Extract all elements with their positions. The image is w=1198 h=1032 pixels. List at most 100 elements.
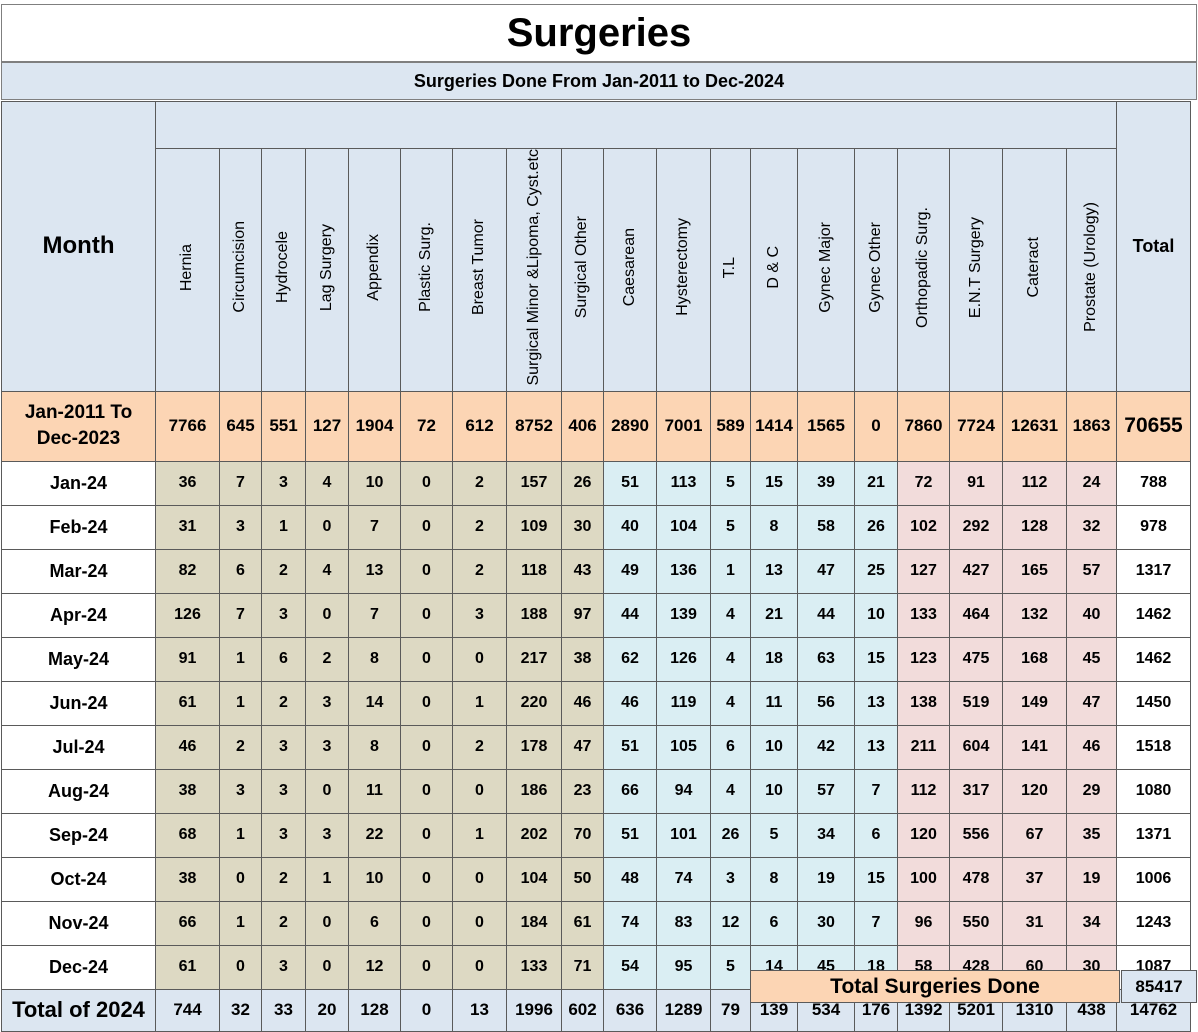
- previous-prostate-urology: 1863: [1066, 390, 1117, 462]
- previous-d-c: 1414: [750, 390, 798, 462]
- cell-e-n-t-surgery: 478: [949, 856, 1003, 902]
- cell-t-l: 5: [710, 460, 751, 506]
- cell-t-l: 5: [710, 944, 751, 990]
- cell-t-l: 26: [710, 812, 751, 858]
- cell-gynec-other: 25: [854, 548, 898, 594]
- cell-cateract: 132: [1002, 592, 1067, 638]
- cell-circumcision: 7: [219, 460, 262, 506]
- cell-d-c: 8: [750, 856, 798, 902]
- cell-surgical-minor-lipoma-cyst-etc: 104: [506, 856, 562, 902]
- column-header-label: Prostate (Urology): [1082, 202, 1100, 333]
- cell-cateract: 128: [1002, 504, 1067, 550]
- cell-d-c: 18: [750, 636, 798, 682]
- cell-e-n-t-surgery: 427: [949, 548, 1003, 594]
- cell-plastic-surg: 0: [400, 548, 453, 594]
- total-header: Total: [1116, 101, 1191, 392]
- cell-t-l: 3: [710, 856, 751, 902]
- column-header-hernia: Hernia: [155, 148, 220, 392]
- cell-hydrocele: 3: [261, 812, 306, 858]
- cell-appendix: 11: [348, 768, 401, 814]
- previous-label-line2: Dec-2023: [36, 428, 121, 450]
- cell-breast-tumor: 0: [452, 900, 507, 946]
- cell-hysterectomy: 136: [656, 548, 711, 594]
- row-total: 1462: [1116, 592, 1191, 638]
- cell-e-n-t-surgery: 91: [949, 460, 1003, 506]
- year-total-plastic-surg: 0: [400, 988, 453, 1032]
- cell-orthopadic-surg: 100: [897, 856, 950, 902]
- cell-lag-surgery: 0: [305, 944, 349, 990]
- cell-t-l: 4: [710, 592, 751, 638]
- column-header-hysterectomy: Hysterectomy: [656, 148, 711, 392]
- table-row-nov-24: Nov-24 66 1 2 0 6 0 0 184 61 74 83 12 6 30 7 96 550 31 34 12…: [1, 900, 1191, 946]
- cell-e-n-t-surgery: 464: [949, 592, 1003, 638]
- cell-caesarean: 54: [603, 944, 657, 990]
- cell-cateract: 120: [1002, 768, 1067, 814]
- cell-surgical-minor-lipoma-cyst-etc: 217: [506, 636, 562, 682]
- previous-t-l: 589: [710, 390, 751, 462]
- cell-hydrocele: 3: [261, 944, 306, 990]
- page-title: Surgeries: [1, 4, 1197, 62]
- column-header-label: Lag Surgery: [317, 223, 335, 311]
- month-label: Sep-24: [1, 812, 156, 858]
- cell-breast-tumor: 1: [452, 812, 507, 858]
- cell-hydrocele: 2: [261, 680, 306, 726]
- cell-d-c: 8: [750, 504, 798, 550]
- cell-gynec-other: 7: [854, 768, 898, 814]
- cell-caesarean: 49: [603, 548, 657, 594]
- previous-hydrocele: 551: [261, 390, 306, 462]
- cell-lag-surgery: 1: [305, 856, 349, 902]
- cell-hernia: 31: [155, 504, 220, 550]
- table-body: Jan-2011 To Dec-2023 7766 645 551 127 1904 72…: [1, 390, 1191, 1032]
- cell-prostate-urology: 46: [1066, 724, 1117, 770]
- cell-caesarean: 40: [603, 504, 657, 550]
- cell-hydrocele: 2: [261, 856, 306, 902]
- cell-orthopadic-surg: 123: [897, 636, 950, 682]
- table-row-jan-24: Jan-24 36 7 3 4 10 0 2 157 26 51 113 5 15 39 21 72 91 112 2…: [1, 460, 1191, 506]
- cell-hydrocele: 2: [261, 548, 306, 594]
- cell-surgical-minor-lipoma-cyst-etc: 157: [506, 460, 562, 506]
- cell-e-n-t-surgery: 475: [949, 636, 1003, 682]
- previous-circumcision: 645: [219, 390, 262, 462]
- cell-hysterectomy: 74: [656, 856, 711, 902]
- cell-gynec-major: 34: [797, 812, 855, 858]
- column-header-breast-tumor: Breast Tumor: [452, 148, 507, 392]
- cell-cateract: 141: [1002, 724, 1067, 770]
- grand-total-label: Total Surgeries Done: [750, 970, 1120, 1003]
- month-label: Aug-24: [1, 768, 156, 814]
- cell-hysterectomy: 105: [656, 724, 711, 770]
- cell-gynec-major: 56: [797, 680, 855, 726]
- cell-hysterectomy: 101: [656, 812, 711, 858]
- cell-hysterectomy: 83: [656, 900, 711, 946]
- cell-caesarean: 46: [603, 680, 657, 726]
- cell-breast-tumor: 2: [452, 548, 507, 594]
- cell-orthopadic-surg: 211: [897, 724, 950, 770]
- previous-orthopadic-surg: 7860: [897, 390, 950, 462]
- cell-orthopadic-surg: 112: [897, 768, 950, 814]
- cell-breast-tumor: 2: [452, 724, 507, 770]
- year-total-label: Total of 2024: [1, 988, 156, 1032]
- row-total: 1243: [1116, 900, 1191, 946]
- year-total-lag-surgery: 20: [305, 988, 349, 1032]
- cell-breast-tumor: 1: [452, 680, 507, 726]
- cell-hernia: 61: [155, 944, 220, 990]
- column-header-appendix: Appendix: [348, 148, 401, 392]
- cell-surgical-minor-lipoma-cyst-etc: 220: [506, 680, 562, 726]
- cell-surgical-other: 46: [561, 680, 604, 726]
- month-label: Feb-24: [1, 504, 156, 550]
- cell-surgical-other: 30: [561, 504, 604, 550]
- cell-lag-surgery: 3: [305, 724, 349, 770]
- cell-lag-surgery: 0: [305, 504, 349, 550]
- cell-caesarean: 51: [603, 460, 657, 506]
- cell-gynec-major: 39: [797, 460, 855, 506]
- cell-lag-surgery: 3: [305, 812, 349, 858]
- cell-gynec-major: 57: [797, 768, 855, 814]
- surgeries-table: Month Total Hernia Circumcision Hydrocele L…: [1, 101, 1191, 1032]
- cell-breast-tumor: 0: [452, 636, 507, 682]
- year-total-surgical-minor-lipoma-cyst-etc: 1996: [506, 988, 562, 1032]
- cell-circumcision: 3: [219, 504, 262, 550]
- cell-plastic-surg: 0: [400, 768, 453, 814]
- table-row-aug-24: Aug-24 38 3 3 0 11 0 0 186 23 66 94 4 10 57 7 112 317 120 2…: [1, 768, 1191, 814]
- cell-orthopadic-surg: 120: [897, 812, 950, 858]
- previous-total: 70655: [1116, 390, 1191, 462]
- cell-breast-tumor: 0: [452, 944, 507, 990]
